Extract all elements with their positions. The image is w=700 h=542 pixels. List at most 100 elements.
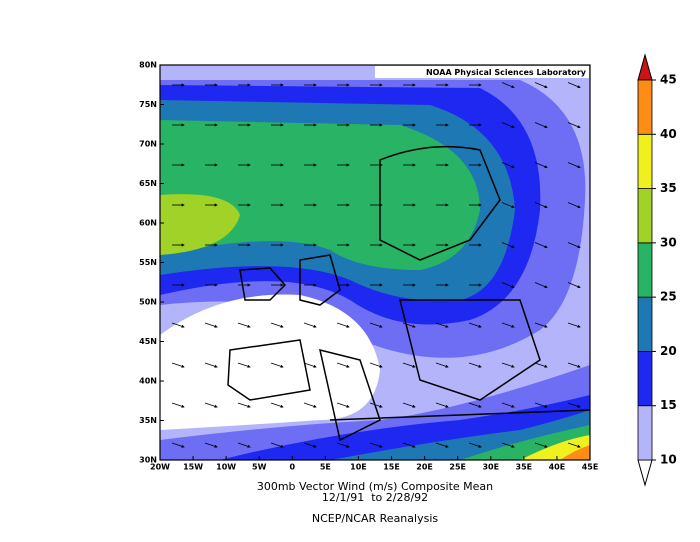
lon-label: 5W [252,463,267,472]
colorbar-band [637,405,653,461]
wind-arrow [435,402,449,408]
wind-arrow [501,442,515,448]
wind-arrow [204,402,218,408]
credit: NOAA Physical Sciences Laboratory [426,68,587,77]
wind-arrow [369,362,383,368]
wind-arrow [303,442,317,448]
colorbar-label: 20 [660,344,677,358]
wind-arrow [336,322,350,328]
wind-arrow [303,402,317,408]
colorbar-label: 25 [660,290,677,304]
lon-label: 20E [416,463,433,472]
wind-arrow [534,202,548,209]
wind-arrow [171,402,185,408]
lon-label: 5E [320,463,331,472]
wind-arrow [270,362,284,368]
lon-label: 0 [290,463,296,472]
wind-arrow [171,362,185,368]
wind-arrow [303,362,317,368]
wind-arrow [534,362,548,368]
wind-arrow [468,362,482,368]
colorbar-label: 10 [660,453,677,467]
map-title: 300mb Vector Wind (m/s) Composite Mean [257,480,493,493]
lon-label: 25E [449,463,466,472]
lon-label: 45E [582,463,599,472]
wind-arrow [270,402,284,408]
wind-arrow [270,442,284,448]
wind-arrow [501,402,515,408]
wind-arrow [567,122,581,129]
colorbar-label: 30 [660,235,677,249]
wind-arrow [534,82,548,89]
colorbar-label: 15 [660,398,677,412]
wind-arrow [501,282,515,289]
wind-arrow [435,322,449,328]
wind-arrow [567,82,581,89]
colorbar-band [637,188,653,244]
wind-arrow [567,242,581,249]
colorbar-over [637,53,653,81]
lon-label: 10E [350,463,367,472]
lat-label: 30N [139,456,157,465]
lat-label: 65N [139,179,157,188]
wind-arrow [237,322,251,328]
lon-label: 30E [482,463,499,472]
wind-arrow [567,162,581,169]
wind-arrow [567,402,581,408]
wind-arrow [468,402,482,408]
wind-arrow [402,362,416,368]
wind-arrow [567,442,581,448]
wind-arrow [369,322,383,328]
wind-arrow [534,402,548,408]
wind-arrow [534,442,548,448]
wind-arrow [567,202,581,209]
wind-field [160,65,590,460]
wind-arrow [435,442,449,448]
wind-arrow [501,362,515,368]
lon-label: 35E [516,463,533,472]
wind-arrow [435,362,449,368]
wind-arrow [402,322,416,328]
wind-arrow [501,322,515,328]
wind-arrow [336,442,350,448]
wind-arrow [534,322,548,328]
wind-arrow [567,322,581,328]
wind-arrow [336,402,350,408]
colorbar-band [637,242,653,298]
wind-arrow [369,402,383,408]
wind-arrow [303,322,317,328]
colorbar-band [637,296,653,352]
colorbar-band [637,133,653,189]
wind-arrow [336,362,350,368]
wind-arrow [534,162,548,169]
lon-label: 10W [216,463,236,472]
wind-arrow [402,402,416,408]
credit-box [375,66,589,78]
wind-arrow [534,122,548,129]
wind-arrow [468,322,482,328]
lat-label: 70N [139,140,157,149]
wind-arrow [402,442,416,448]
wind-arrow [171,442,185,448]
wind-arrow [501,162,515,169]
wind-arrow [501,82,515,89]
colorbar-label: 45 [660,73,677,87]
lat-label: 55N [139,258,157,267]
wind-arrow [567,362,581,368]
colorbar-band [637,351,653,407]
wind-arrow [567,282,581,289]
lat-label: 45N [139,337,157,346]
lat-label: 35N [139,416,157,425]
source: NCEP/NCAR Reanalysis [312,512,438,525]
colorbar-under [637,459,653,487]
wind-arrow [501,242,515,249]
period: 12/1/91 to 2/28/92 [322,491,428,504]
wind-arrow [501,122,515,129]
colorbar: 10 15 20 25 30 35 40 45 [637,53,677,487]
wind-arrow [501,202,515,209]
lat-label: 50N [139,298,157,307]
lon-label: 40E [549,463,566,472]
colorbar-label: 40 [660,127,677,141]
wind-arrow [204,362,218,368]
